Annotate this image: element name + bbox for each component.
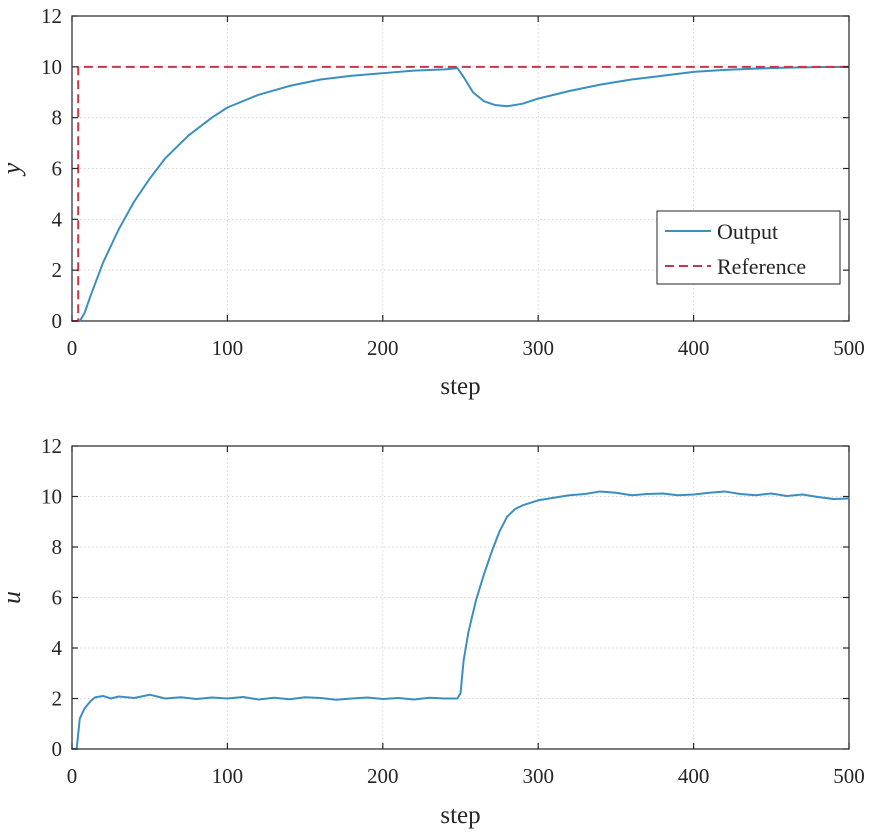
y-tick-label: 0 (52, 309, 63, 333)
x-tick-label: 0 (67, 336, 78, 360)
y-tick-label: 12 (41, 4, 62, 28)
y-tick-label: 10 (41, 55, 62, 79)
series-group (71, 490, 850, 750)
y-tick-label: 8 (52, 535, 63, 559)
output-plot-panel: 0 100 200 300 400 500 0 2 4 6 8 10 12 step y Output … (0, 4, 865, 400)
x-tick-label: 400 (678, 764, 710, 788)
y-tick-label: 12 (41, 434, 62, 458)
output-series-line (71, 65, 850, 322)
y-tick-label: 4 (52, 207, 63, 231)
ticks: 0 100 200 300 400 500 0 2 4 6 8 10 12 (41, 4, 865, 360)
legend-entry-reference: Reference (717, 254, 806, 279)
y-tick-label: 8 (52, 106, 63, 130)
control-plot-panel: 0 100 200 300 400 500 0 2 4 6 8 10 12 step u (0, 434, 865, 829)
x-tick-label: 500 (833, 336, 865, 360)
x-tick-label: 100 (212, 336, 244, 360)
x-tick-label: 100 (212, 764, 244, 788)
legend: Output Reference (656, 210, 841, 285)
x-tick-label: 0 (67, 764, 78, 788)
x-axis-label: step (440, 373, 480, 400)
x-tick-label: 300 (522, 764, 554, 788)
x-tick-label: 400 (678, 336, 710, 360)
x-tick-label: 500 (833, 764, 865, 788)
x-axis-label: step (440, 802, 480, 829)
control-input-series-line (71, 490, 850, 750)
y-tick-label: 6 (52, 586, 63, 610)
y-tick-label: 2 (52, 258, 63, 282)
y-tick-label: 2 (52, 687, 63, 711)
y-tick-label: 6 (52, 157, 63, 181)
x-tick-label: 200 (367, 764, 399, 788)
y-axis-label: y (0, 162, 26, 177)
legend-box (656, 210, 841, 285)
y-axis-label: u (0, 591, 26, 604)
y-tick-label: 4 (52, 636, 63, 660)
y-tick-label: 0 (52, 737, 63, 761)
ticks: 0 100 200 300 400 500 0 2 4 6 8 10 12 (41, 434, 865, 788)
y-tick-label: 10 (41, 485, 62, 509)
x-tick-label: 300 (522, 336, 554, 360)
x-tick-label: 200 (367, 336, 399, 360)
legend-entry-output: Output (717, 219, 778, 244)
